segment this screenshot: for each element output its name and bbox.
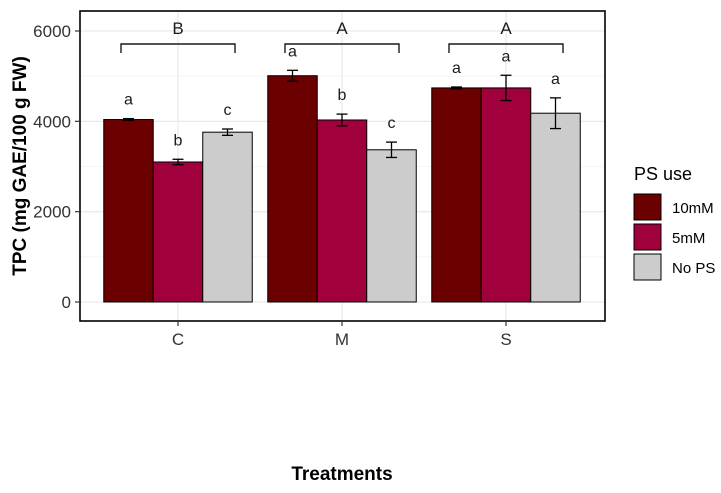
bar-no-ps-s — [530, 112, 581, 303]
legend-label: 5mM — [672, 230, 705, 247]
group-significance-letter: A — [336, 19, 348, 38]
y-tick-label: 0 — [62, 293, 71, 312]
x-tick-label: M — [335, 330, 349, 349]
legend: PS use 10mM 5mM No PS — [633, 164, 715, 281]
significance-letter: a — [551, 71, 560, 88]
group-bracket — [448, 43, 564, 53]
y-tick-label: 2000 — [33, 203, 71, 222]
y-tick-label: 6000 — [33, 22, 71, 41]
significance-letter: b — [174, 132, 183, 149]
error-bar — [336, 113, 348, 127]
significance-letter: c — [224, 102, 232, 119]
x-axis-title: Treatments — [291, 464, 392, 485]
legend-swatch — [633, 193, 662, 221]
significance-letter: a — [452, 60, 461, 77]
error-bar — [123, 117, 134, 122]
error-bar — [451, 86, 462, 90]
significance-letter: a — [124, 92, 133, 109]
legend-title: PS use — [634, 164, 692, 184]
y-tick-label: 4000 — [33, 112, 71, 131]
y-axis-title: TPC (mg GAE/100 g FW) — [10, 56, 31, 276]
bar-5mm-c — [152, 161, 204, 303]
x-tick-label: C — [172, 330, 184, 349]
significance-letter: c — [388, 115, 396, 132]
legend-item: 5mM — [633, 223, 705, 251]
legend-swatch — [633, 223, 662, 251]
error-bar — [287, 69, 298, 82]
error-bar — [222, 128, 233, 136]
axes: C M S 0 2000 4000 6000 — [33, 22, 512, 349]
bar-10mm-m — [267, 75, 318, 303]
bar-5mm-s — [480, 87, 532, 303]
bar-10mm-s — [431, 87, 482, 303]
legend-swatch — [633, 253, 662, 281]
bar-5mm-m — [316, 119, 368, 303]
significance-letters: a b c a b c a a a — [124, 43, 560, 149]
error-bars — [123, 69, 561, 166]
legend-label: 10mM — [672, 200, 714, 217]
legend-label: No PS — [672, 260, 715, 277]
bar-10mm-c — [103, 119, 154, 303]
error-bar — [386, 141, 397, 159]
legend-item: 10mM — [633, 193, 714, 221]
bars — [103, 75, 581, 303]
bar-no-ps-c — [202, 131, 253, 303]
legend-item: No PS — [633, 253, 715, 281]
significance-letter: a — [502, 48, 511, 65]
group-bracket — [120, 43, 236, 53]
group-bracket — [284, 43, 400, 53]
group-significance-letter: A — [500, 19, 512, 38]
error-bar — [550, 97, 561, 130]
significance-letter: b — [338, 87, 347, 104]
x-tick-label: S — [500, 330, 511, 349]
error-bar — [500, 74, 512, 102]
group-significance-letter: B — [172, 19, 183, 38]
error-bar — [172, 158, 184, 166]
bar-no-ps-m — [366, 149, 417, 303]
significance-letter: a — [288, 43, 297, 60]
